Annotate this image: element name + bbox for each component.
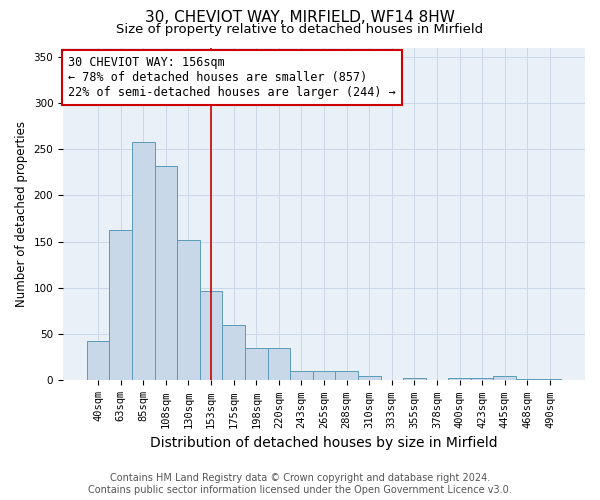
Bar <box>290 371 313 380</box>
X-axis label: Distribution of detached houses by size in Mirfield: Distribution of detached houses by size … <box>150 436 498 450</box>
Text: 30 CHEVIOT WAY: 156sqm
← 78% of detached houses are smaller (857)
22% of semi-de: 30 CHEVIOT WAY: 156sqm ← 78% of detached… <box>68 56 396 99</box>
Bar <box>109 230 132 380</box>
Bar <box>87 340 109 380</box>
Bar <box>448 378 471 380</box>
Bar <box>155 166 177 380</box>
Bar <box>471 378 493 380</box>
Bar <box>200 290 223 380</box>
Text: Contains HM Land Registry data © Crown copyright and database right 2024.
Contai: Contains HM Land Registry data © Crown c… <box>88 474 512 495</box>
Text: Size of property relative to detached houses in Mirfield: Size of property relative to detached ho… <box>116 22 484 36</box>
Bar <box>403 378 425 380</box>
Bar <box>223 325 245 380</box>
Bar <box>493 376 516 380</box>
Bar <box>335 371 358 380</box>
Bar <box>313 371 335 380</box>
Bar <box>245 348 268 380</box>
Bar <box>132 142 155 380</box>
Text: 30, CHEVIOT WAY, MIRFIELD, WF14 8HW: 30, CHEVIOT WAY, MIRFIELD, WF14 8HW <box>145 10 455 25</box>
Bar <box>516 378 539 380</box>
Bar <box>268 348 290 380</box>
Y-axis label: Number of detached properties: Number of detached properties <box>15 121 28 307</box>
Bar <box>358 376 380 380</box>
Bar <box>539 378 561 380</box>
Bar <box>177 240 200 380</box>
